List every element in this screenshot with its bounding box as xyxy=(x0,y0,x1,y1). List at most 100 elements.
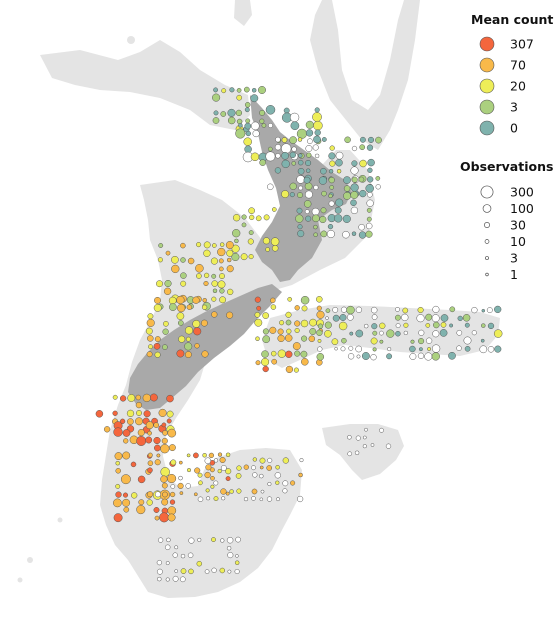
observation-cell xyxy=(115,491,122,498)
observation-cell xyxy=(286,328,292,334)
observation-cell xyxy=(301,305,308,312)
observation-cell xyxy=(329,145,335,151)
observation-cell xyxy=(236,488,242,494)
landmass-far-north xyxy=(234,0,252,26)
observation-cell xyxy=(350,199,357,207)
observation-cell xyxy=(220,488,227,495)
observation-cell xyxy=(290,121,300,131)
observation-cell xyxy=(136,410,142,416)
observation-cell xyxy=(259,159,267,166)
observation-cell xyxy=(316,329,323,336)
observation-cell xyxy=(184,351,192,359)
observation-cell xyxy=(225,452,231,458)
observation-cell xyxy=(285,319,292,326)
legend-observation-label: 100 xyxy=(510,201,534,216)
legend-observation-label: 1 xyxy=(510,267,518,282)
observation-cell xyxy=(137,475,146,484)
observation-cell xyxy=(355,345,363,353)
observation-cell xyxy=(277,334,285,343)
observation-cell xyxy=(324,321,332,329)
observation-cell xyxy=(359,189,367,198)
observation-cell xyxy=(284,334,293,342)
observation-cell xyxy=(431,344,441,353)
observation-cell xyxy=(122,498,131,507)
observation-cell xyxy=(160,444,170,454)
observation-cell xyxy=(296,128,307,139)
observation-cell xyxy=(440,314,449,322)
observation-cell xyxy=(275,136,281,143)
observation-cell xyxy=(178,335,186,343)
observation-cell xyxy=(395,323,401,329)
observation-cell xyxy=(227,552,234,559)
observation-cell xyxy=(162,430,168,436)
observation-cell xyxy=(329,160,336,167)
observation-cell xyxy=(166,410,174,418)
observation-cell xyxy=(188,537,195,544)
observation-cell xyxy=(375,176,381,181)
observation-cell xyxy=(362,435,367,440)
observation-cell xyxy=(346,305,355,315)
observation-cell xyxy=(211,296,217,302)
observation-cell xyxy=(487,322,495,330)
observation-cell xyxy=(418,329,425,336)
observation-cell xyxy=(308,335,316,343)
observation-cells-layer xyxy=(95,86,503,583)
observation-cell xyxy=(217,452,223,457)
observation-cell xyxy=(244,102,251,108)
observation-cell xyxy=(197,472,203,478)
observation-cell xyxy=(300,350,308,358)
observation-cell xyxy=(196,273,202,279)
observation-cell xyxy=(202,298,207,303)
observation-cell xyxy=(318,176,328,185)
observation-cell xyxy=(203,280,209,287)
observation-cell xyxy=(320,230,328,238)
observation-cell xyxy=(186,304,193,310)
observation-cell xyxy=(211,243,217,248)
observation-cell xyxy=(226,249,234,257)
observation-cell xyxy=(166,394,174,403)
observation-cell xyxy=(328,176,335,184)
observation-cell xyxy=(154,336,161,343)
landmass-north-ridge xyxy=(310,0,420,150)
observation-cell xyxy=(192,319,201,328)
observation-cell xyxy=(270,350,277,357)
observation-cell xyxy=(154,444,161,452)
observation-cell xyxy=(328,152,336,160)
observation-cell xyxy=(481,308,486,313)
observation-cell xyxy=(170,484,176,489)
legend-observation-swatch xyxy=(482,204,492,213)
observation-cell xyxy=(305,120,314,129)
observation-cell xyxy=(113,427,123,437)
observation-cell xyxy=(170,459,177,466)
observation-cell xyxy=(259,473,264,479)
observation-cell xyxy=(287,296,293,302)
observation-cell xyxy=(178,475,183,481)
observation-cell xyxy=(212,93,221,102)
observation-cell xyxy=(409,353,417,360)
legend-mean-label: 0 xyxy=(510,121,518,136)
observation-cell xyxy=(220,111,227,117)
observation-cell xyxy=(211,280,218,287)
observation-cell xyxy=(213,496,219,502)
observation-cell xyxy=(283,107,290,114)
observation-cell xyxy=(351,145,358,152)
observation-cell xyxy=(146,351,153,358)
observation-cell xyxy=(203,249,211,257)
observation-cell xyxy=(244,107,250,113)
observation-cell xyxy=(245,130,251,137)
observation-cell xyxy=(162,491,168,498)
observation-cell xyxy=(196,560,203,567)
observation-cell xyxy=(275,153,281,159)
observation-cell xyxy=(365,222,373,230)
observation-cell xyxy=(205,464,212,471)
legend-observation-swatch xyxy=(484,239,490,244)
observation-cell xyxy=(225,468,232,475)
observation-cell xyxy=(356,354,361,359)
observation-cell xyxy=(201,350,209,358)
south-island xyxy=(128,284,282,410)
observation-cell xyxy=(240,253,248,261)
observation-cell xyxy=(339,314,347,321)
observation-cell xyxy=(424,352,433,361)
observation-cell xyxy=(156,559,163,566)
observation-cell xyxy=(248,254,254,260)
